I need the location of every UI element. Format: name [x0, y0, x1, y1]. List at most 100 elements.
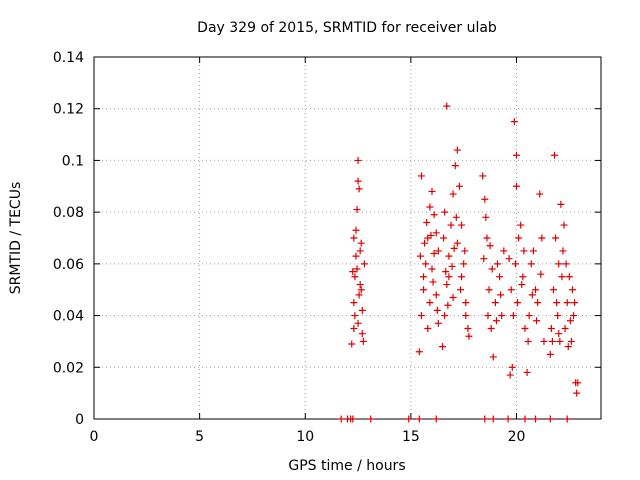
data-point [555, 260, 563, 268]
data-point [465, 332, 473, 340]
data-point [423, 218, 431, 226]
data-point [443, 281, 451, 289]
data-point [351, 273, 359, 281]
data-point [482, 213, 490, 221]
data-point [517, 221, 525, 229]
plot-frame [93, 56, 602, 420]
grid [94, 57, 601, 419]
data-point [359, 337, 367, 345]
data-point [546, 350, 554, 358]
data-point [367, 415, 375, 423]
data-point [553, 299, 561, 307]
data-point [354, 319, 362, 327]
data-point [557, 200, 565, 208]
data-point [481, 195, 489, 203]
data-point [513, 182, 520, 190]
data-point [486, 242, 494, 250]
data-point [415, 415, 423, 423]
data-point [487, 325, 495, 332]
data-point [521, 415, 529, 423]
data-point [554, 312, 562, 320]
y-tick-label: 0 [75, 412, 84, 428]
data-point [442, 268, 450, 276]
data-point [498, 312, 506, 320]
data-point [538, 234, 546, 242]
data-point [479, 172, 487, 180]
x-tick-label: 20 [508, 429, 526, 445]
data-point [493, 260, 501, 268]
data-point [356, 247, 364, 255]
data-point [496, 273, 504, 281]
data-point [504, 415, 512, 423]
data-point [430, 250, 438, 258]
data-point [540, 337, 548, 345]
data-point [514, 299, 522, 307]
data-point [352, 226, 360, 234]
data-point [510, 118, 518, 126]
chart-title: Day 329 of 2015, SRMTID for receiver ula… [197, 20, 497, 36]
data-point [521, 325, 529, 332]
data-point [428, 187, 436, 195]
data-point [574, 379, 582, 387]
data-point [449, 293, 457, 301]
data-point [534, 299, 542, 307]
data-point [462, 312, 470, 320]
data-point [489, 415, 497, 423]
data-point [480, 255, 488, 263]
data-point [527, 260, 535, 268]
x-tick-label: 15 [402, 429, 420, 445]
data-point [349, 415, 357, 423]
data-point [461, 247, 469, 255]
data-point [434, 247, 442, 255]
data-point [500, 247, 508, 255]
data-point [555, 330, 563, 338]
data-point [533, 317, 541, 325]
data-point [450, 244, 458, 252]
data-point [453, 146, 461, 154]
data-point [447, 221, 455, 229]
x-axis-title: GPS time / hours [288, 458, 405, 474]
data-point [424, 325, 432, 332]
data-point [491, 299, 499, 307]
data-point [515, 234, 523, 242]
data-point [448, 262, 456, 270]
data-point [348, 340, 356, 348]
data-point [358, 330, 366, 338]
data-point [350, 234, 358, 242]
data-point [520, 247, 528, 255]
data-point [564, 343, 572, 351]
data-point [420, 286, 428, 294]
data-point [573, 389, 581, 397]
y-axis-title: SRMTID / TECUs [8, 182, 24, 295]
axis-ticks [93, 56, 601, 420]
data-point [483, 234, 491, 242]
data-point [485, 286, 493, 294]
data-point [551, 151, 559, 159]
data-point [567, 337, 575, 345]
data-point [440, 234, 448, 242]
data-point [458, 221, 466, 229]
tick-labels: 0 5 10 15 20 0 0.02 0.04 0.06 0.08 0.1 0.12 0.14 [53, 50, 526, 445]
data-point [524, 337, 532, 345]
data-point [452, 213, 460, 221]
data-point [453, 239, 461, 247]
y-tick-label: 0.1 [62, 153, 84, 169]
data-point [349, 268, 357, 276]
data-point [513, 151, 520, 159]
data-point [417, 312, 425, 320]
data-point [570, 312, 578, 320]
data-point [355, 185, 363, 193]
data-point [357, 286, 365, 294]
data-point [427, 231, 435, 239]
y-tick-label: 0.12 [53, 102, 84, 118]
data-point [458, 273, 466, 281]
data-point [558, 273, 566, 281]
data-point [464, 325, 472, 332]
data-point [449, 190, 457, 198]
data-point [497, 291, 505, 299]
data-point [571, 299, 579, 307]
data-point [422, 260, 430, 268]
data-point [518, 281, 526, 289]
x-tick-label: 10 [296, 429, 314, 445]
data-point [417, 172, 425, 180]
